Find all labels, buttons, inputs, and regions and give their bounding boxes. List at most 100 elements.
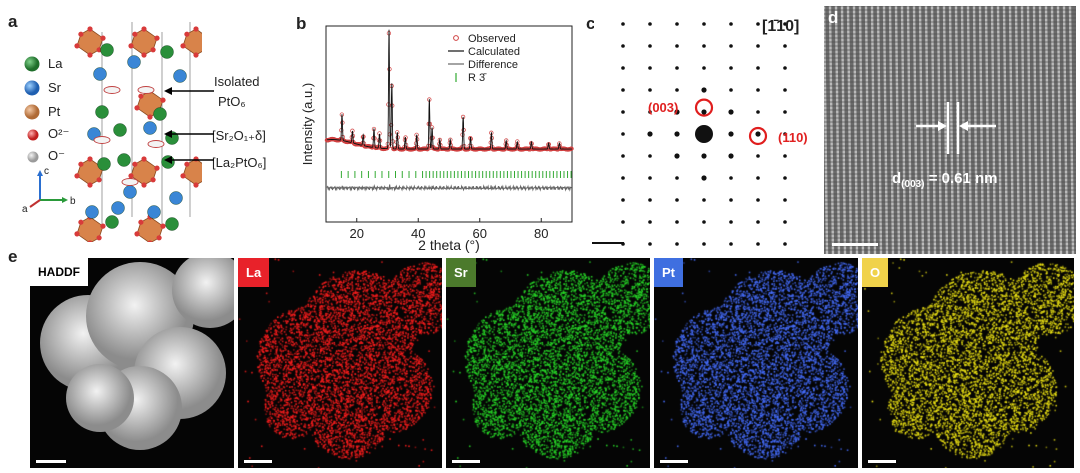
isolated-pto6-annotation: Isolated — [214, 74, 260, 89]
arrow-left-icon — [164, 87, 172, 95]
spot-003-circle — [694, 98, 714, 117]
legend-row-pt: Pt — [24, 104, 60, 125]
pt-eds-map — [654, 258, 858, 468]
diffraction-spot — [701, 87, 707, 93]
diffraction-spot — [648, 66, 652, 70]
diffraction-spot — [674, 153, 680, 159]
legend-row-o2: O²⁻ — [27, 126, 69, 146]
legend-label: Pt — [48, 104, 61, 119]
legend-observed: Observed — [468, 33, 516, 45]
diffraction-spot — [702, 22, 706, 26]
diffraction-spot — [702, 198, 706, 202]
x-tick-label: 40 — [411, 226, 425, 241]
scale-bar — [244, 460, 272, 463]
arrow-left-icon — [164, 130, 172, 138]
map-tag: HADDF — [30, 258, 88, 286]
diffraction-spot — [648, 88, 652, 92]
la-map-panel: La — [238, 258, 442, 468]
diffraction-spot — [783, 176, 787, 180]
diffraction-spot — [621, 88, 625, 92]
axis-b-label: b — [70, 196, 76, 207]
arrow-left-icon — [164, 156, 172, 164]
diffraction-spot — [729, 88, 733, 92]
spot-110-label: (110) — [778, 130, 808, 145]
diffraction-spot — [755, 131, 761, 137]
map-tag: O — [862, 258, 889, 287]
map-tag: Sr — [446, 258, 476, 287]
diffraction-spot — [728, 153, 734, 159]
diffraction-spot — [648, 22, 652, 26]
diffraction-spot — [729, 242, 733, 246]
diffraction-spot — [729, 176, 733, 180]
o-map-panel: O — [862, 258, 1074, 468]
diffraction-spot — [621, 110, 625, 114]
diffraction-spot — [729, 198, 733, 202]
diffraction-spot — [756, 220, 760, 224]
x-tick-label: 60 — [473, 226, 487, 241]
diffraction-spot — [701, 153, 707, 159]
saed-pattern-panel: [1̄10] (003) (110) — [592, 6, 820, 252]
diffraction-spot — [756, 88, 760, 92]
difference-series — [326, 184, 572, 192]
zone-axis-label: [1̄10] — [762, 18, 800, 35]
la-layer-annotation: [La₂PtO₆] — [212, 155, 267, 170]
diffraction-spot — [728, 109, 734, 115]
legend-row-o1: O⁻ — [27, 148, 65, 168]
diffraction-spot — [675, 88, 679, 92]
diffraction-spot — [695, 125, 713, 143]
panel-label-d: d — [828, 8, 839, 27]
observed-point — [385, 145, 390, 151]
calculated-series — [326, 29, 572, 150]
diffraction-spot — [674, 131, 680, 137]
panel-label-a: a — [8, 12, 18, 31]
scale-bar — [868, 460, 896, 463]
x-tick-label: 80 — [534, 226, 548, 241]
grey-sphere-icon — [27, 151, 39, 163]
bragg-ticks — [340, 171, 572, 178]
diffraction-spot — [621, 132, 625, 136]
diffraction-spot — [729, 22, 733, 26]
annotation-line: Isolated — [214, 74, 260, 89]
diffraction-spot — [783, 88, 787, 92]
diffraction-spot — [756, 242, 760, 246]
diffraction-spot — [701, 109, 707, 115]
pto6-annotation: PtO₆ — [218, 94, 246, 109]
diffraction-spot — [756, 198, 760, 202]
x-tick-label: 20 — [350, 226, 364, 241]
o-eds-map — [862, 258, 1074, 468]
diffraction-spot — [648, 198, 652, 202]
diffraction-spot — [702, 242, 706, 246]
diffraction-spot — [621, 220, 625, 224]
legend-space-group: R 3̄ — [468, 72, 487, 84]
annotation-line: PtO₆ — [218, 94, 246, 109]
diffraction-spot — [783, 154, 787, 158]
plot-frame — [325, 25, 573, 223]
diffraction-spot — [648, 220, 652, 224]
green-sphere-icon — [24, 56, 40, 72]
diffraction-spot — [621, 66, 625, 70]
observed-marker-icon — [453, 35, 459, 41]
diffraction-spot — [783, 22, 787, 26]
legend-calculated: Calculated — [468, 46, 520, 58]
scale-bar — [36, 460, 66, 463]
blue-sphere-icon — [24, 80, 40, 96]
scale-bar — [592, 242, 624, 244]
diffraction-spot — [647, 131, 653, 137]
diffraction-spot — [674, 109, 680, 115]
arrow-right-icon — [938, 121, 947, 131]
diffraction-spot — [648, 242, 652, 246]
particle — [172, 258, 234, 328]
legend-row-sr: Sr — [24, 80, 61, 101]
spot-003-label: (003) — [648, 100, 679, 115]
diffraction-spot — [648, 110, 652, 114]
legend-difference: Difference — [468, 59, 518, 71]
d-symbol: d — [892, 170, 902, 187]
diffraction-spot — [621, 198, 625, 202]
sr-eds-map — [446, 258, 650, 468]
observed-point — [569, 146, 574, 151]
diffraction-spot — [621, 176, 625, 180]
diffraction-spot — [756, 66, 760, 70]
diffraction-spot — [729, 66, 733, 70]
d-subscript: (003) — [901, 179, 925, 190]
diffraction-spot — [729, 44, 733, 48]
